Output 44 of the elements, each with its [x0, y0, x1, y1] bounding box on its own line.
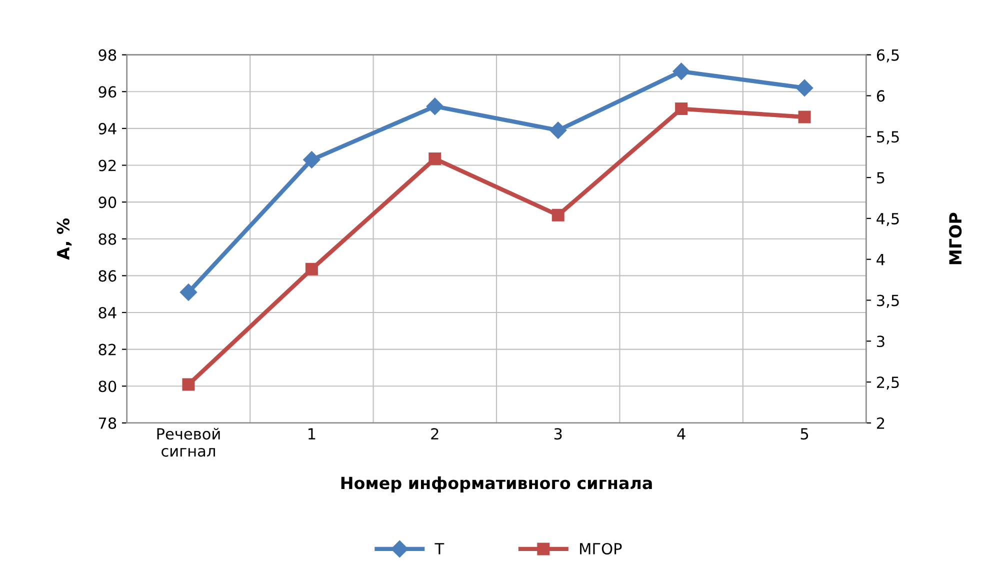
y-tick-label: 78	[98, 417, 116, 429]
x-tick-label: 1	[308, 428, 316, 440]
x-axis-title: Номер информативного сигнала	[341, 476, 652, 492]
y-tick-label: 84	[98, 306, 116, 319]
x-tick-label: Речевой сигнал	[157, 428, 220, 457]
point	[798, 110, 811, 124]
point	[550, 122, 567, 139]
point	[305, 262, 318, 276]
y2-tick-label: 3	[877, 336, 884, 348]
y-tick-label: 86	[98, 270, 116, 282]
point	[303, 151, 320, 168]
legend-label: МГОР	[580, 542, 622, 555]
x-tick-label: 5	[800, 428, 808, 440]
y-tick-label: 90	[98, 196, 116, 208]
y-tick-label: 96	[98, 86, 116, 98]
y2-tick-label: 2,5	[876, 376, 899, 390]
y-tick-label: 82	[98, 344, 116, 356]
point	[426, 98, 444, 115]
legend-label: T	[434, 543, 444, 554]
y-tick-label: 94	[98, 122, 116, 134]
point	[180, 284, 198, 301]
x-tick-label: 2	[431, 428, 438, 440]
y2-axis-title: МГОР	[949, 212, 962, 264]
y2-tick-label: 3,5	[877, 294, 899, 308]
y-axis-title: A, %	[56, 218, 72, 260]
y2-tick-label: 4	[876, 254, 885, 266]
x-tick-label: 4	[677, 428, 686, 440]
y-tick-label: 92	[98, 160, 116, 172]
y2-tick-label: 6,5	[876, 49, 899, 62]
point	[672, 62, 690, 80]
point	[428, 152, 442, 165]
y2-tick-label: 5	[877, 172, 884, 184]
point	[182, 378, 195, 391]
x-tick-label: 3	[554, 428, 562, 440]
y2-tick-label: 6	[876, 90, 885, 102]
y-tick-label: 98	[98, 49, 116, 61]
point	[796, 79, 814, 96]
y2-tick-label: 4,5	[876, 213, 899, 226]
y-tick-label: 80	[98, 380, 116, 392]
y-tick-label: 88	[98, 233, 116, 245]
point	[552, 208, 564, 222]
y2-tick-label: 2	[876, 417, 884, 429]
y2-tick-label: 5,5	[877, 131, 899, 144]
point	[675, 102, 688, 116]
